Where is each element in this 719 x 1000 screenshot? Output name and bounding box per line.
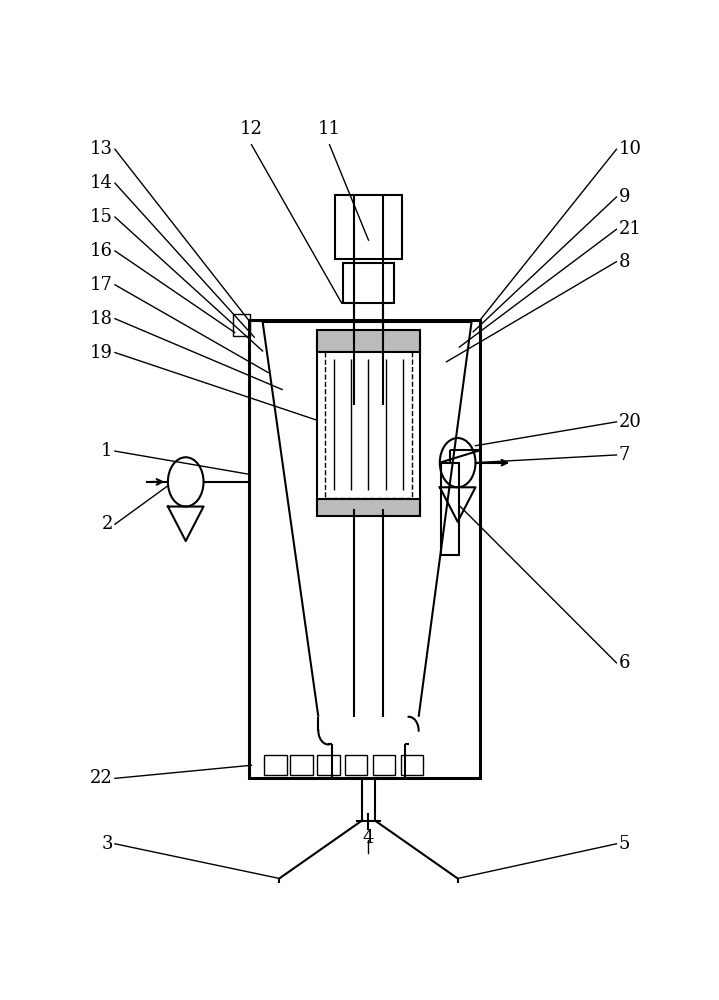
Bar [400, 755, 423, 774]
Text: 5: 5 [618, 835, 630, 853]
Text: 11: 11 [318, 120, 341, 138]
Text: 16: 16 [90, 242, 113, 260]
Text: 14: 14 [90, 174, 113, 192]
Bar [317, 755, 339, 774]
Text: 17: 17 [90, 276, 113, 294]
Text: 8: 8 [618, 253, 630, 271]
Text: 15: 15 [90, 208, 113, 226]
Text: 19: 19 [90, 344, 113, 362]
Text: 2: 2 [101, 515, 113, 533]
Bar [317, 339, 420, 509]
Text: 3: 3 [101, 835, 113, 853]
Bar [249, 320, 480, 778]
Text: 4: 4 [363, 829, 374, 847]
Text: 10: 10 [618, 140, 641, 158]
Text: 20: 20 [618, 413, 641, 431]
Text: 9: 9 [618, 188, 630, 206]
Bar [343, 263, 394, 303]
Text: 6: 6 [618, 654, 630, 672]
Text: 13: 13 [90, 140, 113, 158]
Text: 12: 12 [240, 120, 263, 138]
Bar [335, 195, 402, 259]
Text: 22: 22 [90, 769, 113, 787]
Bar [345, 755, 367, 774]
Bar [373, 755, 395, 774]
Bar [290, 755, 313, 774]
Text: 7: 7 [618, 446, 630, 464]
Bar [233, 314, 249, 336]
Bar [317, 330, 420, 352]
Text: 21: 21 [618, 220, 641, 238]
Bar [325, 350, 412, 498]
Bar [317, 499, 420, 516]
Bar [441, 463, 459, 555]
Bar [265, 755, 287, 774]
Text: 1: 1 [101, 442, 113, 460]
Text: 18: 18 [90, 310, 113, 328]
